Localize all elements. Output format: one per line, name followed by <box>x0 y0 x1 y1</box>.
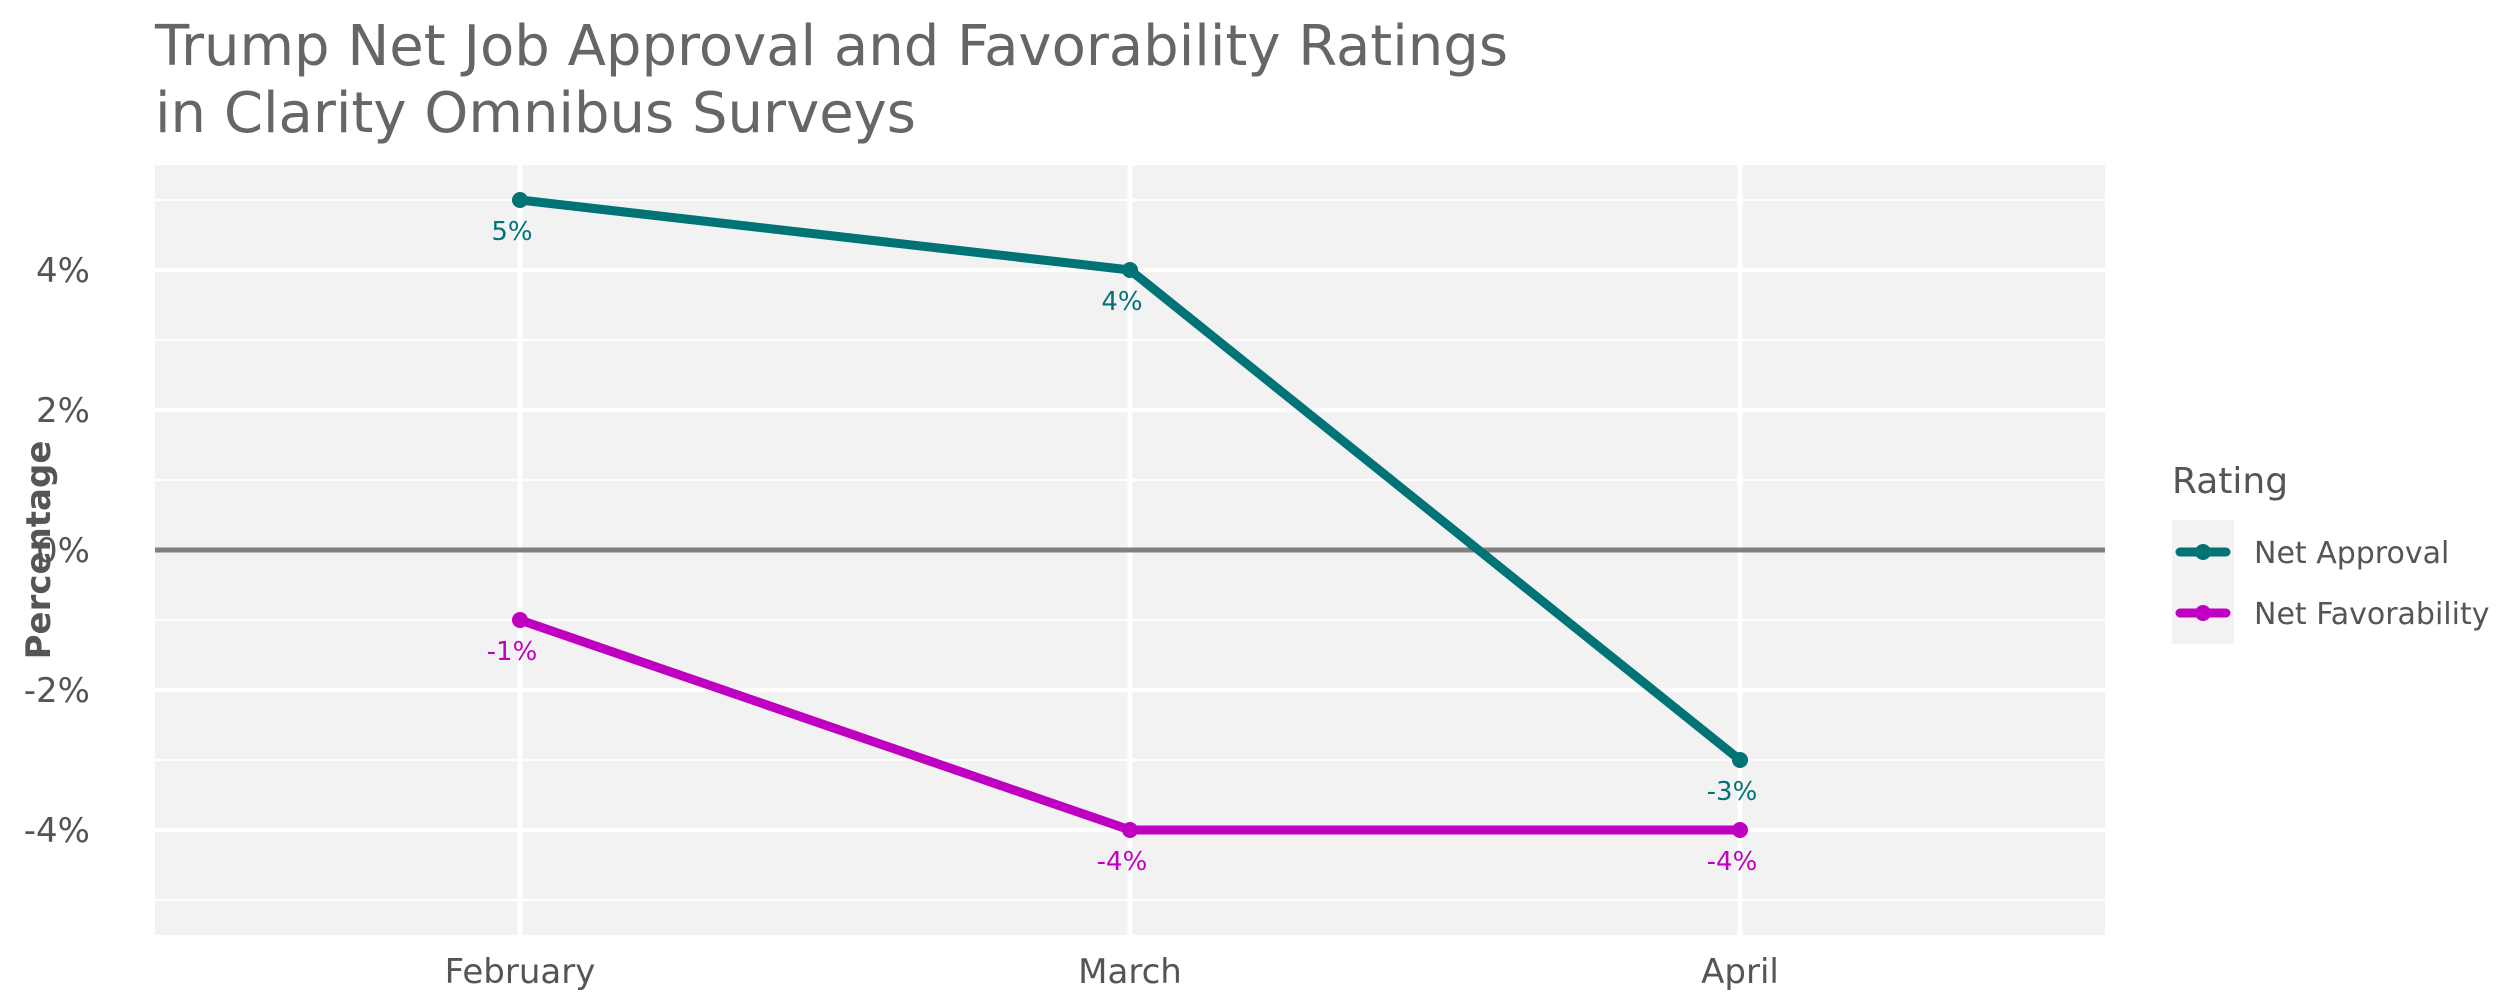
chart-title-line-2: in Clarity Omnibus Surveys <box>155 81 916 146</box>
x-tick-label-march: March <box>1078 952 1182 992</box>
net-approval-point-april <box>1732 752 1748 768</box>
legend-title: Rating <box>2172 461 2288 502</box>
legend-key-point-net-approval <box>2195 544 2211 560</box>
legend-key-background <box>2172 520 2234 644</box>
net-approval-data-label-april: -3% <box>1707 777 1758 807</box>
net-favorability-data-label-february: -1% <box>487 637 538 667</box>
legend: Rating Net Approval Net Favorability <box>2172 461 2489 644</box>
net-favorability-point-february <box>512 612 528 628</box>
y-tick-label: 2% <box>36 391 90 431</box>
net-approval-point-february <box>512 192 528 208</box>
axes: 4% 2% 0% -2% -4% February March April <box>24 251 1779 992</box>
y-axis-title: Percentage <box>19 441 59 660</box>
net-favorability-point-march <box>1122 822 1138 838</box>
net-approval-point-march <box>1122 262 1138 278</box>
net-approval-data-label-march: 4% <box>1101 287 1142 317</box>
y-tick-label: -2% <box>24 671 90 711</box>
x-tick-label-february: February <box>445 952 596 992</box>
net-favorability-point-april <box>1732 822 1748 838</box>
y-tick-label: 4% <box>36 251 90 291</box>
x-tick-label-april: April <box>1701 952 1779 992</box>
data-labels: 5% 4% -3% -1% -4% -4% <box>487 217 1758 877</box>
net-favorability-data-label-march: -4% <box>1097 847 1148 877</box>
net-approval-data-label-february: 5% <box>491 217 532 247</box>
net-favorability-data-label-april: -4% <box>1707 847 1758 877</box>
legend-key-point-net-favorability <box>2195 605 2211 621</box>
y-tick-label: 0% <box>36 531 90 571</box>
y-tick-label: -4% <box>24 811 90 851</box>
legend-label-net-approval: Net Approval <box>2254 536 2449 571</box>
legend-label-net-favorability: Net Favorability <box>2254 597 2489 632</box>
series-layer <box>512 192 1748 838</box>
chart-title-line-1: Trump Net Job Approval and Favorability … <box>154 14 1508 79</box>
